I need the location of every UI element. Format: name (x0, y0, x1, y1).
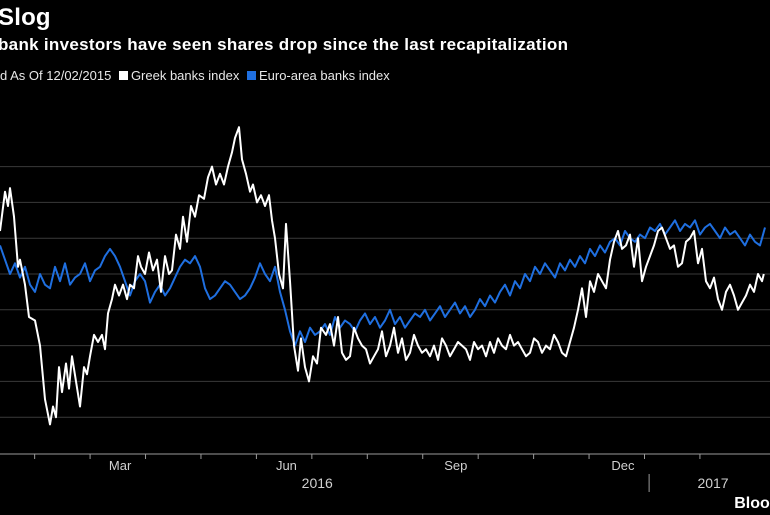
euro-area-banks-line (0, 219, 766, 347)
year-label: 2016 (302, 475, 333, 491)
x-tick-label: Mar (109, 458, 132, 473)
legend-swatch-euro (246, 71, 256, 81)
legend: d As Of 12/02/2015 Greek banks index Eur… (0, 67, 390, 83)
legend-prefix: d As Of 12/02/2015 (0, 68, 112, 84)
grid-lines (0, 166, 770, 418)
brand-watermark: Bloor (734, 495, 770, 512)
chart-title: Slog (0, 4, 51, 31)
x-tick-label: Jun (276, 458, 297, 473)
year-label: 2017 (697, 475, 728, 491)
chart-subtitle: bank investors have seen shares drop sin… (0, 35, 569, 54)
x-axis: Mar Jun Sep Dec 2016 2017 (0, 453, 770, 492)
legend-label-greek: Greek banks index (130, 68, 240, 84)
legend-swatch-greek (118, 71, 128, 81)
series-lines (0, 126, 766, 426)
legend-label-euro: Euro-area banks index (258, 68, 390, 84)
x-tick-label: Dec (611, 458, 635, 473)
x-tick-label: Sep (444, 458, 467, 473)
greek-banks-line (0, 126, 765, 426)
